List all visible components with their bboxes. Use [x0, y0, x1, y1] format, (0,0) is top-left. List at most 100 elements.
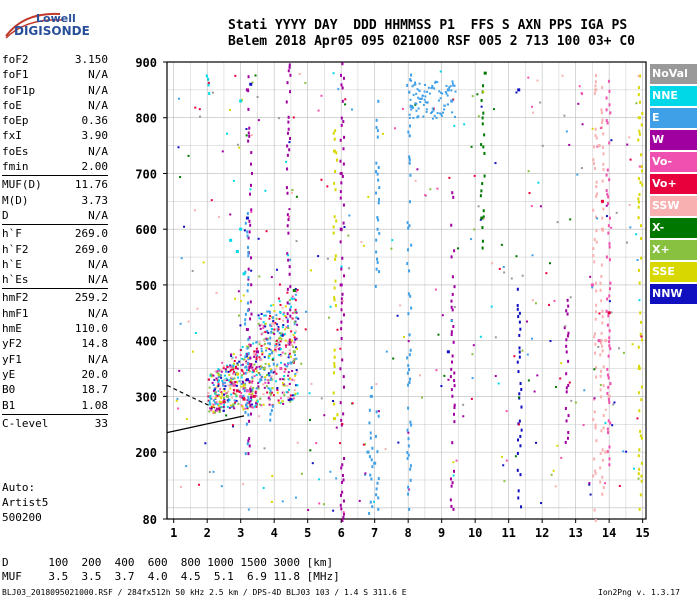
echo-point	[247, 254, 250, 258]
echo-point	[408, 134, 411, 138]
echo-point	[255, 399, 258, 402]
echo-point	[219, 375, 222, 378]
echo-point	[235, 394, 238, 397]
echo-point	[218, 410, 221, 413]
echo-point	[406, 456, 409, 460]
echo-point	[217, 393, 220, 396]
echo-point	[594, 423, 597, 427]
echo-point	[258, 356, 261, 359]
echo-point	[593, 457, 596, 461]
echo-point	[423, 98, 426, 101]
echo-point	[216, 403, 219, 406]
echo-point	[276, 327, 279, 330]
echo-point	[241, 374, 244, 377]
echo-point	[320, 178, 323, 181]
echo-point	[407, 492, 410, 496]
echo-point	[251, 388, 254, 391]
echo-point	[505, 459, 508, 462]
echo-point	[381, 132, 384, 135]
echo-point	[294, 293, 297, 296]
echo-point	[230, 382, 233, 385]
x-tick-label: 8	[405, 526, 412, 540]
echo-point	[429, 188, 432, 191]
panel-separator	[2, 224, 108, 226]
echo-point	[596, 217, 599, 220]
echo-point	[371, 446, 374, 450]
echo-point	[257, 322, 260, 325]
param-row: h`E N/A	[2, 257, 108, 272]
echo-point	[225, 369, 228, 372]
echo-point	[248, 134, 251, 138]
param-name: hmF1	[2, 306, 29, 320]
echo-point	[254, 74, 257, 77]
echo-point	[234, 392, 237, 395]
echo-point	[295, 316, 298, 319]
data-point-ssw	[607, 394, 611, 398]
echo-point	[599, 369, 602, 373]
echo-point	[339, 401, 342, 405]
echo-point	[276, 345, 279, 348]
echo-point	[270, 276, 273, 279]
echo-point	[329, 305, 332, 308]
data-point-nne	[239, 227, 243, 231]
echo-point	[185, 417, 188, 420]
echo-point	[413, 81, 416, 84]
echo-point	[263, 339, 266, 342]
echo-point	[582, 424, 585, 427]
echo-point	[375, 161, 378, 165]
echo-point	[242, 395, 245, 398]
echo-point	[247, 361, 250, 365]
echo-point	[286, 319, 289, 323]
echo-point	[272, 320, 275, 323]
echo-point	[282, 319, 285, 322]
param-value: 2.00	[81, 160, 109, 174]
echo-point	[242, 358, 245, 361]
echo-point	[265, 385, 268, 388]
echo-point	[222, 397, 225, 400]
data-point-nne	[239, 99, 243, 103]
param-name: C-level	[2, 416, 49, 430]
echo-point	[408, 333, 411, 337]
echo-point	[340, 466, 343, 470]
echo-point	[258, 275, 261, 278]
echo-point	[334, 257, 337, 261]
echo-point	[440, 113, 443, 116]
echo-point	[641, 183, 644, 187]
echo-point	[406, 83, 409, 87]
param-value: 14.8	[81, 337, 109, 351]
echo-point	[277, 347, 280, 350]
echo-point	[600, 263, 603, 267]
echo-point	[548, 303, 551, 306]
echo-point	[477, 205, 480, 208]
echo-point	[602, 152, 605, 156]
echo-point	[225, 392, 228, 395]
echo-point	[563, 326, 566, 330]
echo-point	[230, 368, 233, 371]
echo-point	[255, 373, 258, 376]
echo-point	[259, 317, 262, 320]
echo-point	[418, 97, 421, 100]
echo-point	[392, 357, 395, 360]
echo-point	[241, 345, 244, 348]
echo-point	[228, 379, 231, 382]
echo-point	[274, 346, 277, 349]
echo-point	[234, 356, 237, 359]
echo-point	[210, 407, 213, 410]
echo-point	[255, 358, 258, 361]
echo-point	[637, 197, 640, 201]
echo-point	[421, 94, 424, 97]
param-value: N/A	[88, 98, 108, 112]
echo-point	[415, 92, 418, 95]
echo-point	[592, 247, 595, 251]
echo-point	[369, 431, 372, 435]
echo-point	[243, 372, 246, 375]
echo-point	[251, 381, 254, 384]
echo-point	[593, 260, 596, 264]
echo-point	[637, 200, 640, 204]
panel-separator	[2, 413, 108, 415]
echo-point	[416, 168, 419, 171]
echo-point	[297, 317, 300, 320]
echo-point	[276, 389, 279, 392]
echo-point	[593, 335, 596, 339]
echo-point	[599, 395, 602, 399]
